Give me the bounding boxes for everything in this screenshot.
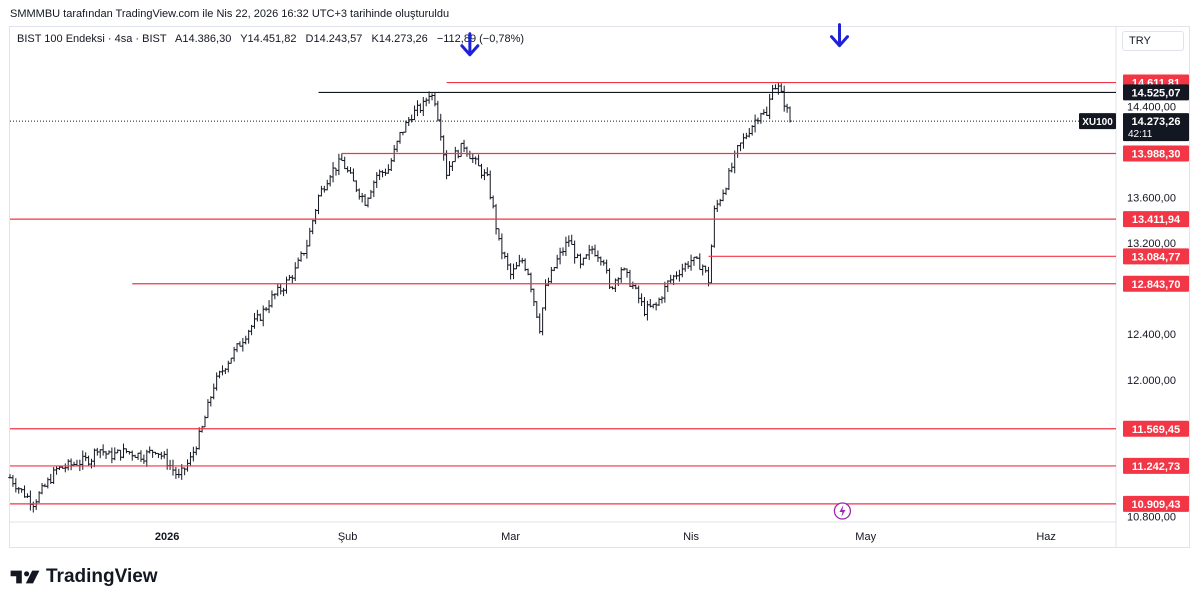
y-tick-label: 14.400,00 xyxy=(1127,102,1176,114)
bar-countdown-label: 42:11 xyxy=(1128,129,1153,140)
legend-low: D14.243,57 xyxy=(305,33,363,45)
tradingview-brand: TradingView xyxy=(10,566,158,588)
last-price-badge xyxy=(1123,113,1189,142)
y-tick-label: 13.600,00 xyxy=(1127,193,1176,205)
level-price-badge xyxy=(1123,211,1189,228)
down-arrow-icon xyxy=(830,23,849,48)
level-price-badge xyxy=(1123,145,1189,162)
y-tick-label: 12.400,00 xyxy=(1127,329,1176,341)
legend-change: −112,89 (−0,78%) xyxy=(436,33,525,45)
x-tick-label: May xyxy=(855,531,876,543)
level-price-label: 11.242,73 xyxy=(1132,461,1180,473)
x-tick-label: Haz xyxy=(1036,531,1056,543)
level-price-label: 11.569,45 xyxy=(1132,424,1180,436)
legend-open: A14.386,30 xyxy=(175,33,232,45)
x-tick-label: Nis xyxy=(683,531,699,543)
level-price-badge xyxy=(1123,84,1189,101)
y-tick-label: 13.200,00 xyxy=(1127,238,1176,250)
level-price-badge xyxy=(1123,248,1189,265)
symbol-tag-badge xyxy=(1079,113,1116,130)
last-price-label: 14.273,26 xyxy=(1132,116,1181,128)
snapshot-caption: SMMMBU tarafından TradingView.com ile Ni… xyxy=(10,8,450,20)
chart-frame xyxy=(9,26,1190,548)
tradingview-logo-icon xyxy=(10,570,40,584)
level-price-label: 10.909,43 xyxy=(1132,499,1181,511)
x-tick-label: 2026 xyxy=(155,531,179,543)
down-arrow-icon xyxy=(460,32,480,57)
x-tick-label: Mar xyxy=(501,531,520,543)
symbol-tag-label: XU100 xyxy=(1082,117,1113,128)
x-tick-label: Şub xyxy=(338,531,358,543)
level-price-badge xyxy=(1123,495,1189,512)
level-price-label: 14.525,07 xyxy=(1132,87,1181,99)
legend-high: Y14.451,82 xyxy=(240,33,297,45)
level-price-label: 13.411,94 xyxy=(1132,214,1181,226)
level-price-badge xyxy=(1123,275,1189,292)
level-price-badge xyxy=(1123,420,1189,437)
legend-symbol: BIST 100 Endeksi · 4sa · BIST xyxy=(17,33,167,45)
legend-close: K14.273,26 xyxy=(371,33,428,45)
level-price-label: 13.988,30 xyxy=(1132,149,1181,161)
level-price-label: 12.843,70 xyxy=(1132,279,1181,291)
brand-name: TradingView xyxy=(46,566,158,587)
lightning-bolt-icon xyxy=(839,505,846,517)
y-tick-label: 12.000,00 xyxy=(1127,375,1176,387)
y-tick-label: 10.800,00 xyxy=(1127,511,1176,523)
level-price-label: 13.084,77 xyxy=(1132,251,1181,263)
currency-selector[interactable]: TRY xyxy=(1122,31,1184,51)
level-price-badge xyxy=(1123,457,1189,474)
symbol-legend: BIST 100 Endeksi · 4sa · BIST A14.386,30… xyxy=(17,33,530,45)
